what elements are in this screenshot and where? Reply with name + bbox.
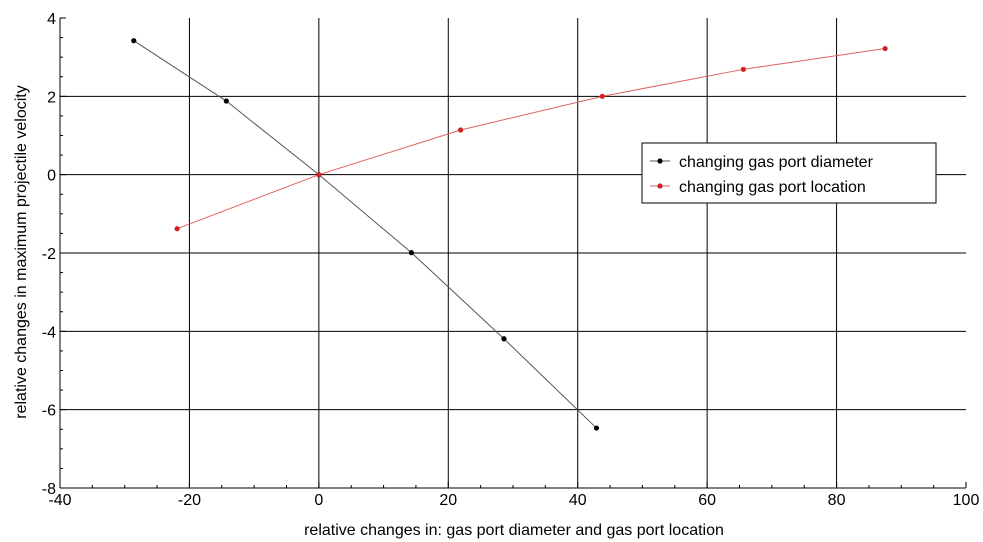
x-tick-label: 40 — [569, 492, 587, 509]
series-line — [176, 48, 886, 230]
data-point — [882, 45, 888, 52]
data-point — [223, 98, 229, 104]
legend-marker-location — [657, 183, 663, 189]
y-tick-label: -6 — [42, 403, 56, 420]
y-tick-label: -8 — [42, 481, 56, 498]
data-point — [501, 336, 507, 342]
x-tick-label: 0 — [314, 492, 323, 509]
legend: changing gas port diameter changing gas … — [641, 142, 937, 204]
x-axis-title: relative changes in: gas port diameter a… — [304, 522, 724, 539]
x-tick-label: 20 — [439, 492, 457, 509]
y-tick-label: -2 — [42, 246, 56, 263]
series-diameter — [131, 38, 600, 431]
data-point — [174, 226, 180, 232]
y-tick-label: 4 — [47, 11, 56, 28]
series-line — [133, 40, 597, 429]
x-tick-label: -40 — [48, 492, 71, 509]
data-point — [593, 425, 600, 431]
x-tick-label: 60 — [698, 492, 716, 509]
y-tick-label: 2 — [47, 89, 56, 106]
data-point — [599, 93, 605, 99]
x-tick-label: 80 — [828, 492, 846, 509]
series-location — [174, 45, 888, 232]
legend-box — [641, 142, 937, 204]
data-point — [316, 172, 322, 178]
x-tick-label: 100 — [953, 492, 980, 509]
data-series — [131, 38, 888, 431]
x-tick-label: -20 — [178, 492, 201, 509]
y-tick-label: 0 — [47, 168, 56, 185]
axes — [59, 17, 967, 489]
data-point — [408, 250, 414, 256]
legend-label-location: changing gas port location — [679, 179, 866, 196]
data-point — [457, 127, 464, 133]
data-point — [131, 38, 137, 44]
grid-lines — [60, 18, 966, 488]
legend-marker-diameter — [657, 158, 663, 164]
y-axis-title: relative changes in maximum projectile v… — [13, 85, 30, 418]
legend-label-diameter: changing gas port diameter — [679, 154, 874, 171]
data-point — [740, 66, 746, 72]
y-tick-label: -4 — [42, 324, 56, 341]
